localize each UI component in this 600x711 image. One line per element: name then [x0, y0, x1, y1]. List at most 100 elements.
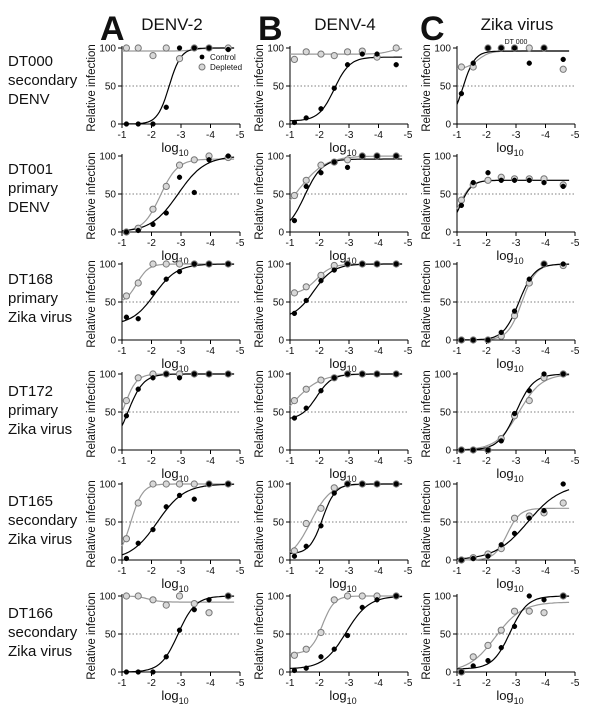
- control-point: [318, 654, 324, 660]
- x-tick-label: -5: [571, 678, 580, 689]
- control-point: [225, 261, 231, 267]
- x-axis-label: log10: [329, 356, 356, 374]
- depleted-point: [122, 397, 131, 405]
- control-point: [150, 375, 156, 381]
- depleted-point: [175, 480, 184, 488]
- control-point: [191, 189, 197, 196]
- y-tick-label: 100: [99, 480, 116, 491]
- y-tick-label: 0: [445, 120, 451, 131]
- x-tick-label: -2: [482, 130, 491, 141]
- control-point: [150, 526, 156, 533]
- depleted-point: [510, 514, 519, 522]
- y-tick-label: 0: [110, 668, 116, 679]
- row-label-line: primary: [8, 180, 59, 197]
- x-tick-label: -3: [345, 678, 354, 689]
- row-label-line: secondary: [8, 72, 78, 89]
- y-axis-label: Relative infection: [254, 260, 266, 348]
- legend-control-marker: [199, 54, 205, 60]
- column-header-b: B DENV-4: [258, 10, 376, 48]
- y-tick-label: 0: [278, 120, 284, 131]
- control-point: [359, 604, 365, 611]
- y-tick-label: 50: [273, 630, 285, 641]
- panel-0-0: 0 50 100 -1 -2 -3 -4 -5 Relative infection log10 C…: [86, 44, 245, 159]
- control-point: [458, 557, 465, 563]
- control-point: [150, 221, 156, 228]
- control-point: [541, 597, 547, 603]
- depleted-point: [134, 374, 142, 382]
- y-tick-label: 100: [267, 370, 284, 381]
- control-point: [225, 153, 231, 159]
- control-point: [303, 297, 309, 304]
- y-tick-label: 100: [99, 260, 116, 271]
- x-tick-label: -1: [453, 456, 462, 467]
- y-tick-label: 0: [445, 556, 451, 567]
- control-point: [485, 170, 491, 176]
- depleted-point: [122, 535, 131, 543]
- depleted-point: [330, 596, 338, 604]
- control-point: [225, 46, 231, 53]
- x-tick-label: -4: [374, 130, 383, 141]
- x-tick-label: -2: [482, 566, 491, 577]
- control-point: [374, 51, 380, 57]
- panel-2-1: 0 50 100 -1 -2 -3 -4 -5 Relative infection log10: [254, 260, 413, 375]
- depleted-point: [525, 44, 533, 52]
- x-tick-label: -4: [206, 346, 215, 357]
- x-tick-label: -1: [118, 346, 127, 357]
- control-point: [526, 60, 532, 66]
- control-point: [303, 405, 309, 411]
- depleted-point: [175, 55, 184, 63]
- x-axis-label: log10: [329, 140, 356, 158]
- x-tick-label: -4: [206, 566, 215, 577]
- x-tick-label: -2: [315, 130, 324, 141]
- depleted-point: [330, 52, 338, 60]
- y-tick-label: 0: [445, 668, 451, 679]
- y-tick-label: 0: [445, 228, 451, 239]
- control-point: [374, 153, 380, 159]
- x-tick-label: -2: [482, 456, 491, 467]
- depleted-fit-curve: [289, 483, 403, 553]
- depleted-point: [290, 547, 299, 555]
- x-tick-label: -3: [177, 238, 186, 249]
- x-tick-label: -3: [345, 238, 354, 249]
- y-tick-label: 50: [273, 82, 285, 93]
- depleted-point: [317, 504, 325, 512]
- x-tick-label: -2: [482, 346, 491, 357]
- y-axis-label: Relative infection: [421, 370, 433, 458]
- y-tick-label: 100: [267, 152, 284, 163]
- control-fit-curve: [122, 595, 235, 673]
- y-tick-label: 100: [99, 44, 116, 55]
- y-tick-label: 50: [273, 298, 285, 309]
- control-point: [331, 159, 337, 165]
- x-tick-label: -1: [118, 238, 127, 249]
- control-point: [359, 481, 365, 487]
- x-tick-label: -3: [177, 678, 186, 689]
- x-tick-label: -3: [512, 456, 521, 467]
- x-tick-label: -5: [571, 238, 580, 249]
- control-point: [511, 623, 518, 630]
- y-tick-label: 100: [434, 44, 451, 55]
- control-point: [123, 229, 130, 235]
- control-point: [318, 106, 324, 112]
- control-point: [191, 45, 197, 51]
- x-tick-label: -5: [236, 678, 245, 689]
- depleted-point: [149, 260, 157, 268]
- control-point: [150, 669, 156, 675]
- panel-5-2: 0 50 100 -1 -2 -3 -4 -5 Relative infection log10: [421, 592, 580, 707]
- control-point: [511, 177, 518, 183]
- x-tick-label: -5: [404, 566, 413, 577]
- legend-depleted-label: Depleted: [210, 63, 242, 72]
- row-label-line: DT172: [8, 383, 53, 400]
- x-tick-label: -5: [571, 130, 580, 141]
- depleted-point: [162, 480, 170, 488]
- x-tick-label: -4: [374, 346, 383, 357]
- control-point: [135, 540, 141, 546]
- control-fit-curve: [456, 50, 570, 105]
- x-tick-label: -4: [541, 456, 550, 467]
- control-point: [560, 261, 566, 267]
- depleted-point: [559, 65, 567, 73]
- depleted-point: [317, 271, 325, 279]
- control-point: [191, 261, 197, 267]
- y-axis-label: Relative infection: [86, 44, 98, 132]
- control-point: [344, 164, 351, 171]
